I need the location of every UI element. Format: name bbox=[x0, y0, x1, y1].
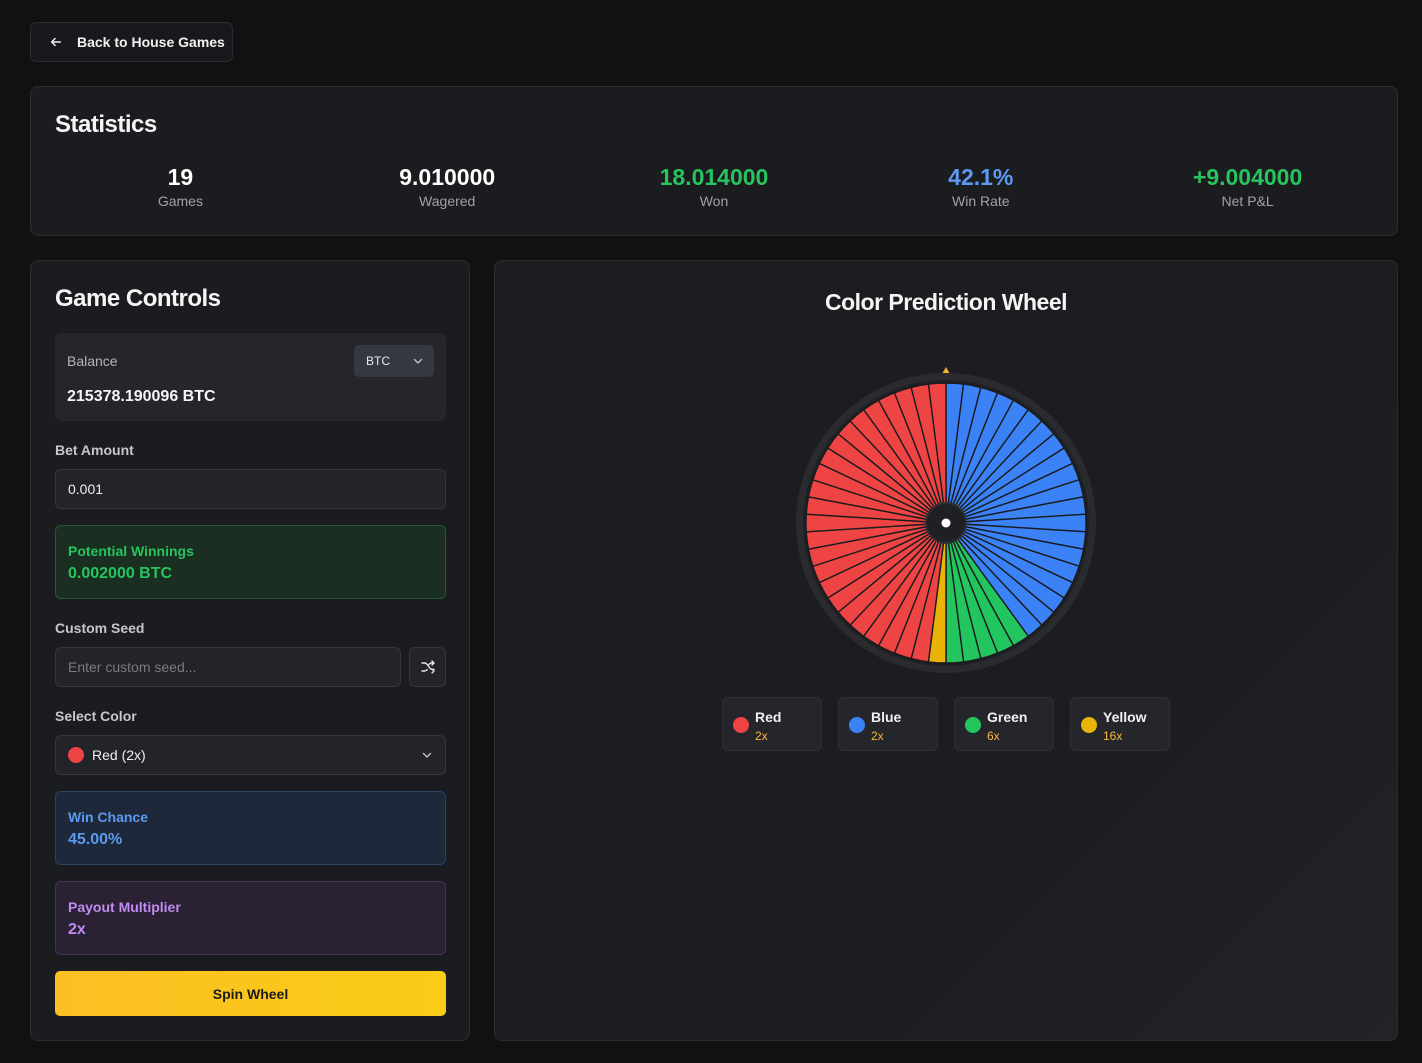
game-controls-panel: Game Controls Balance BTC 215378.190096 … bbox=[30, 260, 470, 1041]
back-button-label: Back to House Games bbox=[77, 34, 225, 50]
win-chance-box: Win Chance 45.00% bbox=[55, 791, 446, 865]
stat-won: 18.014000 Won bbox=[581, 163, 848, 209]
stat-value: 19 bbox=[167, 164, 194, 190]
legend-dot bbox=[1081, 717, 1097, 733]
wheel-segment-red bbox=[927, 382, 947, 524]
legend-dot bbox=[733, 717, 749, 733]
currency-select[interactable]: BTC bbox=[354, 345, 434, 377]
legend-multiplier: 6x bbox=[987, 729, 1000, 743]
wheel-pointer-icon bbox=[942, 367, 950, 374]
statistics-title: Statistics bbox=[55, 111, 157, 138]
arrow-left-icon bbox=[50, 37, 62, 47]
payout-multiplier-label: Payout Multiplier bbox=[68, 899, 181, 915]
legend-item-green: Green 6x bbox=[954, 697, 1054, 751]
legend-multiplier: 16x bbox=[1103, 729, 1123, 743]
win-chance-label: Win Chance bbox=[68, 809, 148, 825]
stat-label: Wagered bbox=[419, 193, 476, 209]
custom-seed-label: Custom Seed bbox=[55, 620, 145, 636]
stat-value: +9.004000 bbox=[1192, 164, 1303, 190]
shuffle-icon bbox=[420, 660, 435, 674]
balance-label: Balance bbox=[67, 353, 118, 369]
spin-wheel-button[interactable]: Spin Wheel bbox=[55, 971, 446, 1016]
payout-multiplier-box: Payout Multiplier 2x bbox=[55, 881, 446, 955]
chevron-down-icon bbox=[413, 358, 423, 364]
stat-net-pnl: +9.004000 Net P&L bbox=[1114, 163, 1381, 209]
legend-item-yellow: Yellow 16x bbox=[1070, 697, 1170, 751]
wheel-legend: Red 2x Blue 2x Green 6x Yellow 16x bbox=[722, 697, 1170, 751]
bet-amount-label: Bet Amount bbox=[55, 442, 134, 458]
stat-label: Win Rate bbox=[952, 193, 1010, 209]
statistics-row: 19 Games 9.010000 Wagered 18.014000 Won … bbox=[31, 163, 1397, 209]
legend-name: Yellow bbox=[1103, 709, 1147, 725]
wheel-segments bbox=[805, 382, 1087, 664]
potential-winnings-label: Potential Winnings bbox=[68, 543, 194, 559]
stat-wagered: 9.010000 Wagered bbox=[314, 163, 581, 209]
legend-name: Red bbox=[755, 709, 782, 725]
stat-label: Net P&L bbox=[1221, 193, 1274, 209]
win-chance-value: 45.00% bbox=[68, 831, 123, 848]
custom-seed-input[interactable]: Enter custom seed... bbox=[55, 647, 401, 687]
legend-name: Blue bbox=[871, 709, 902, 725]
stat-value: 42.1% bbox=[948, 164, 1014, 190]
select-color-label: Select Color bbox=[55, 708, 137, 724]
balance-value: 215378.190096 BTC bbox=[67, 388, 216, 405]
legend-item-red: Red 2x bbox=[722, 697, 822, 751]
potential-winnings-value: 0.002000 BTC bbox=[68, 565, 173, 582]
legend-multiplier: 2x bbox=[755, 729, 768, 743]
wheel-title: Color Prediction Wheel bbox=[824, 289, 1068, 315]
color-select[interactable]: Red (2x) bbox=[55, 735, 446, 775]
wheel-hub-dot bbox=[941, 518, 951, 528]
stat-win-rate: 42.1% Win Rate bbox=[847, 163, 1114, 209]
bet-amount-input[interactable]: 0.001 bbox=[55, 469, 446, 509]
payout-multiplier-value: 2x bbox=[68, 921, 86, 938]
legend-dot bbox=[849, 717, 865, 733]
stat-label: Games bbox=[157, 193, 203, 209]
potential-winnings-box: Potential Winnings 0.002000 BTC bbox=[55, 525, 446, 599]
wheel-panel: Color Prediction Wheel Red 2x Blue 2x Gr… bbox=[494, 260, 1398, 1041]
selected-color-value: Red (2x) bbox=[92, 747, 146, 763]
statistics-panel: Statistics 19 Games 9.010000 Wagered 18.… bbox=[30, 86, 1398, 236]
stat-games: 19 Games bbox=[47, 163, 314, 209]
red-color-dot bbox=[68, 747, 84, 763]
legend-name: Green bbox=[987, 709, 1028, 725]
game-controls-title: Game Controls bbox=[55, 285, 221, 312]
stat-label: Won bbox=[699, 193, 729, 209]
legend-item-blue: Blue 2x bbox=[838, 697, 938, 751]
legend-dot bbox=[965, 717, 981, 733]
chevron-down-icon bbox=[422, 752, 432, 758]
back-to-house-games-button[interactable]: Back to House Games bbox=[30, 22, 233, 62]
stat-value: 9.010000 bbox=[399, 164, 496, 190]
balance-box: Balance BTC 215378.190096 BTC bbox=[55, 333, 446, 421]
stat-value: 18.014000 bbox=[659, 164, 769, 190]
color-prediction-wheel bbox=[796, 367, 1096, 673]
legend-multiplier: 2x bbox=[871, 729, 884, 743]
randomize-seed-button[interactable] bbox=[409, 647, 446, 687]
currency-value: BTC bbox=[366, 354, 390, 368]
